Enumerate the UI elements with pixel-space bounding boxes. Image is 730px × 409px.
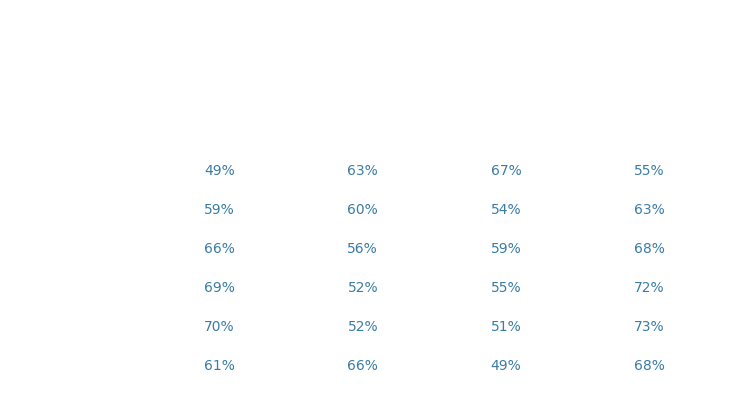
Text: 49%: 49% bbox=[491, 358, 521, 372]
Text: qₜ, Xₜ₊₈: qₜ, Xₜ₊₈ bbox=[53, 359, 103, 371]
Text: 52%: 52% bbox=[347, 280, 378, 294]
Text: 63%: 63% bbox=[347, 164, 378, 178]
Text: Correlation
between the share
of resignations in
total employment
(qt) and xt+k,: Correlation between the share of resigna… bbox=[21, 40, 136, 116]
Text: 73%: 73% bbox=[634, 319, 665, 333]
Text: xₜ equal:: xₜ equal: bbox=[391, 16, 479, 34]
Text: 68%: 68% bbox=[634, 241, 665, 255]
Text: Core
inflation: Core inflation bbox=[622, 83, 677, 113]
Text: 66%: 66% bbox=[347, 358, 378, 372]
Text: 56%: 56% bbox=[347, 241, 378, 255]
Text: 49%: 49% bbox=[204, 164, 235, 178]
Text: 51%: 51% bbox=[491, 319, 521, 333]
Text: Change in
the basic
monthly
wage: Change in the basic monthly wage bbox=[186, 67, 253, 130]
Text: 68%: 68% bbox=[634, 358, 665, 372]
Text: 52%: 52% bbox=[347, 319, 378, 333]
Text: 70%: 70% bbox=[204, 319, 235, 333]
Text: Change in the
labour cost
index: Change in the labour cost index bbox=[460, 75, 553, 122]
Text: 55%: 55% bbox=[491, 280, 521, 294]
Text: qₜ, Xₜ₊₄: qₜ, Xₜ₊₄ bbox=[53, 320, 103, 333]
Text: 59%: 59% bbox=[204, 202, 235, 216]
Text: qₜ, Xₜ: qₜ, Xₜ bbox=[59, 164, 97, 177]
Text: Change in the
average wage
per capita: Change in the average wage per capita bbox=[316, 75, 410, 122]
Text: qₜ, Xₜ₊₂: qₜ, Xₜ₊₂ bbox=[53, 242, 103, 255]
Text: qₜ, Xₜ₊₃: qₜ, Xₜ₊₃ bbox=[53, 281, 103, 294]
Text: 60%: 60% bbox=[347, 202, 378, 216]
Text: 59%: 59% bbox=[491, 241, 521, 255]
Text: 69%: 69% bbox=[204, 280, 235, 294]
Text: 61%: 61% bbox=[204, 358, 235, 372]
Text: 66%: 66% bbox=[204, 241, 235, 255]
Text: qₜ, Xₜ₊₁: qₜ, Xₜ₊₁ bbox=[53, 203, 103, 216]
Text: 72%: 72% bbox=[634, 280, 665, 294]
Text: 67%: 67% bbox=[491, 164, 521, 178]
Text: 63%: 63% bbox=[634, 202, 665, 216]
Text: 55%: 55% bbox=[634, 164, 665, 178]
Text: 54%: 54% bbox=[491, 202, 521, 216]
Text: Correlation
between the share
of resignations in
total employment
(qt) and xt+k,: Correlation between the share of resigna… bbox=[21, 61, 136, 137]
